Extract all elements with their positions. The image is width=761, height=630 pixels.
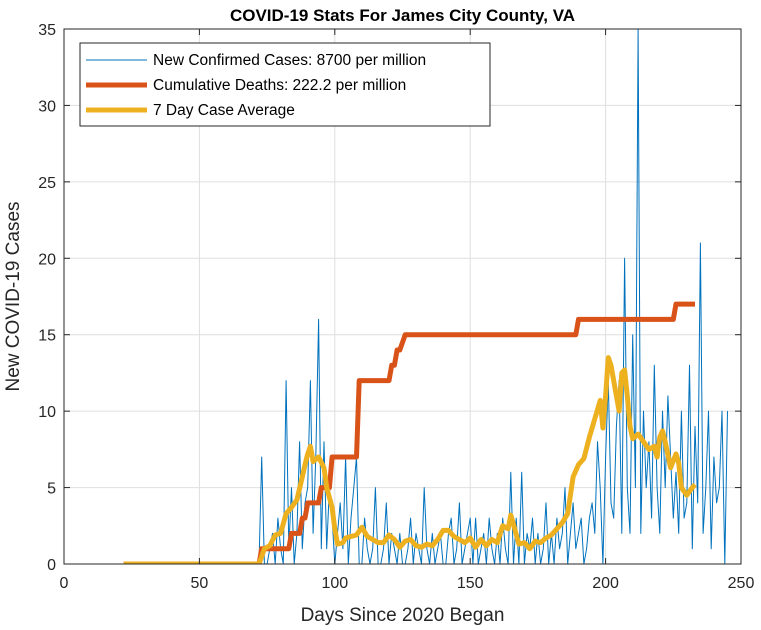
x-tick-label: 150	[457, 575, 484, 592]
legend-label-7-day-average: 7 Day Case Average	[153, 102, 295, 119]
plot-border	[63, 28, 742, 565]
y-tick-label: 25	[38, 175, 56, 192]
legend-label-cumulative-deaths: Cumulative Deaths: 222.2 per million	[153, 77, 406, 94]
y-tick-label: 0	[47, 557, 56, 574]
y-tick-label: 30	[38, 98, 56, 115]
legend-label-new-cases: New Confirmed Cases: 8700 per million	[153, 52, 426, 69]
plot-area	[123, 29, 728, 564]
y-tick-label: 15	[38, 328, 56, 345]
y-tick-label: 10	[38, 404, 56, 421]
x-tick-label: 200	[592, 575, 619, 592]
legend-box	[79, 42, 491, 127]
series-line-new-cases	[123, 29, 728, 564]
x-tick-label: 50	[191, 575, 209, 592]
x-tick-label: 0	[60, 575, 69, 592]
y-tick-label: 20	[38, 251, 56, 268]
series-line-cumulative-deaths	[123, 301, 695, 564]
y-tick-label: 35	[38, 22, 56, 39]
x-tick-label: 250	[728, 575, 755, 592]
x-axis-label: Days Since 2020 Began	[301, 605, 505, 626]
series-line-7-day-average	[123, 355, 697, 564]
legend: New Confirmed Cases: 8700 per million Cu…	[79, 42, 491, 127]
chart-title: COVID-19 Stats For James City County, VA	[230, 6, 575, 25]
axis-ticks: 0 50 100 150 200 250 0 5 10 15 20 25 30 35	[38, 22, 754, 592]
x-tick-label: 100	[321, 575, 348, 592]
y-axis-label: New COVID-19 Cases	[3, 201, 24, 391]
y-tick-label: 5	[47, 481, 56, 498]
